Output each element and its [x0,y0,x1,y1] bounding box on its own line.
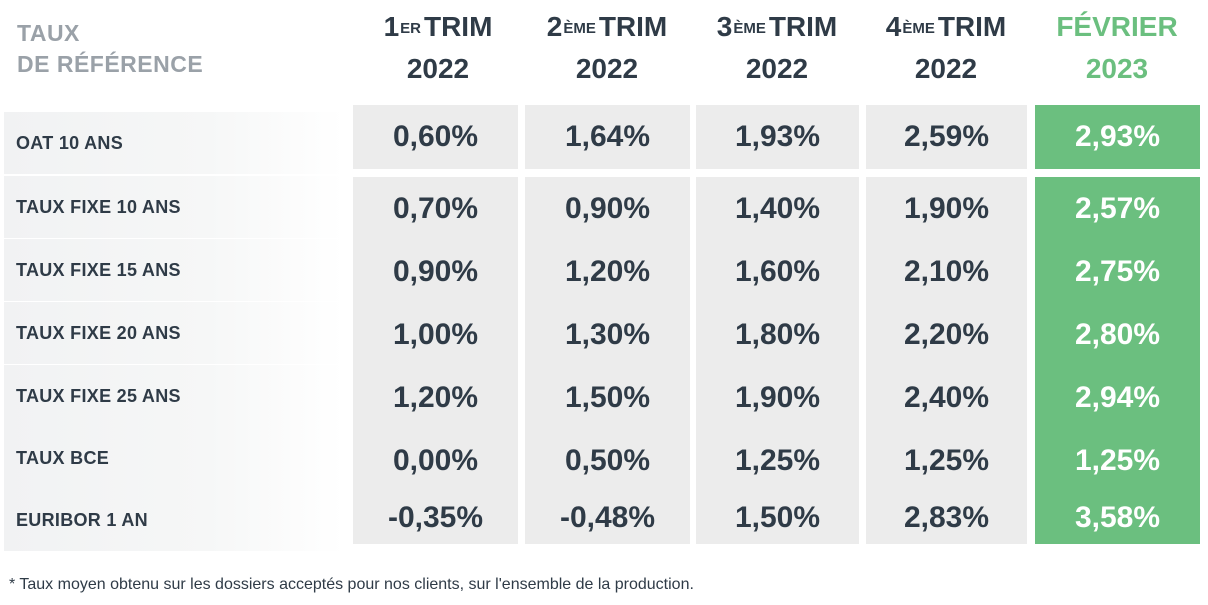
row-label-oat-10: OAT 10 ANS [4,112,344,174]
rate-cell: 2,59% [866,105,1027,169]
rate-cell: 1,80% [696,303,859,367]
table-title-line2: DE RÉFÉRENCE [17,51,204,77]
column-header-q1: 1ER TRIM 2022 [348,6,528,90]
rate-cell: 0,50% [525,429,690,493]
rate-cell: 2,10% [866,240,1027,304]
rate-cell: 1,50% [696,492,859,544]
rate-cell: 1,25% [696,429,859,493]
column-header-number: 2 [546,11,563,42]
rate-cell: -0,35% [353,492,518,544]
row-label-fixe-15: TAUX FIXE 15 ANS [4,239,344,301]
column-header-number: 1 [383,11,400,42]
rate-cell: 2,40% [866,366,1027,430]
rate-cell: 1,00% [353,303,518,367]
rate-cell-highlight: 2,57% [1035,177,1200,241]
rate-cell-highlight: 2,94% [1035,366,1200,430]
column-header-q4: 4ÈME TRIM 2022 [856,6,1036,90]
rate-cell: 1,40% [696,177,859,241]
rate-cell: 1,90% [866,177,1027,241]
column-header-word: TRIM [937,11,1007,42]
column-header-suffix: ÈME [733,20,766,37]
rate-cell: 1,60% [696,240,859,304]
rate-cell-highlight: 3,58% [1035,492,1200,544]
rate-cell-highlight: 2,75% [1035,240,1200,304]
rate-cell: 1,50% [525,366,690,430]
column-header-year: 2022 [575,53,639,84]
column-header-year: 2022 [406,53,470,84]
column-header-q2: 2ÈME TRIM 2022 [517,6,697,90]
rate-cell-highlight: 2,80% [1035,303,1200,367]
row-label-fixe-10: TAUX FIXE 10 ANS [4,176,344,238]
rate-cell: 0,90% [353,240,518,304]
column-header-year: 2023 [1085,53,1149,84]
column-header-year: 2022 [914,53,978,84]
rate-cell: 1,30% [525,303,690,367]
rate-cell: 0,00% [353,429,518,493]
column-header-suffix: ÈME [902,20,935,37]
rate-cell: 2,20% [866,303,1027,367]
rate-cell: 0,90% [525,177,690,241]
rate-cell-highlight: 2,93% [1035,105,1200,169]
rate-cell: 1,25% [866,429,1027,493]
column-header-q3: 3ÈME TRIM 2022 [687,6,867,90]
column-header-word: TRIM [768,11,838,42]
row-label-fixe-20: TAUX FIXE 20 ANS [4,302,344,364]
rate-cell: -0,48% [525,492,690,544]
table-title: TAUX DE RÉFÉRENCE [17,18,203,80]
rate-cell: 1,64% [525,105,690,169]
rate-cell: 0,70% [353,177,518,241]
rate-cell: 1,20% [353,366,518,430]
table-title-line1: TAUX [17,20,80,46]
rate-cell: 1,20% [525,240,690,304]
rate-cell-highlight: 1,25% [1035,429,1200,493]
rate-cell: 2,83% [866,492,1027,544]
row-label-bce: TAUX BCE [4,427,344,489]
column-header-year: 2022 [745,53,809,84]
row-label-euribor: EURIBOR 1 AN [4,489,344,551]
column-header-suffix: ÈME [563,20,596,37]
column-header-month: FÉVRIER [1056,11,1178,42]
column-header-suffix: ER [400,20,421,37]
column-header-word: TRIM [423,11,493,42]
column-header-word: TRIM [598,11,668,42]
rate-cell: 1,93% [696,105,859,169]
footnote: * Taux moyen obtenu sur les dossiers acc… [9,576,694,593]
column-header-number: 4 [885,11,902,42]
rate-cell: 0,60% [353,105,518,169]
column-header-number: 3 [716,11,733,42]
rate-cell: 1,90% [696,366,859,430]
column-header-february: FÉVRIER 2023 [1027,6,1207,90]
row-label-fixe-25: TAUX FIXE 25 ANS [4,365,344,427]
